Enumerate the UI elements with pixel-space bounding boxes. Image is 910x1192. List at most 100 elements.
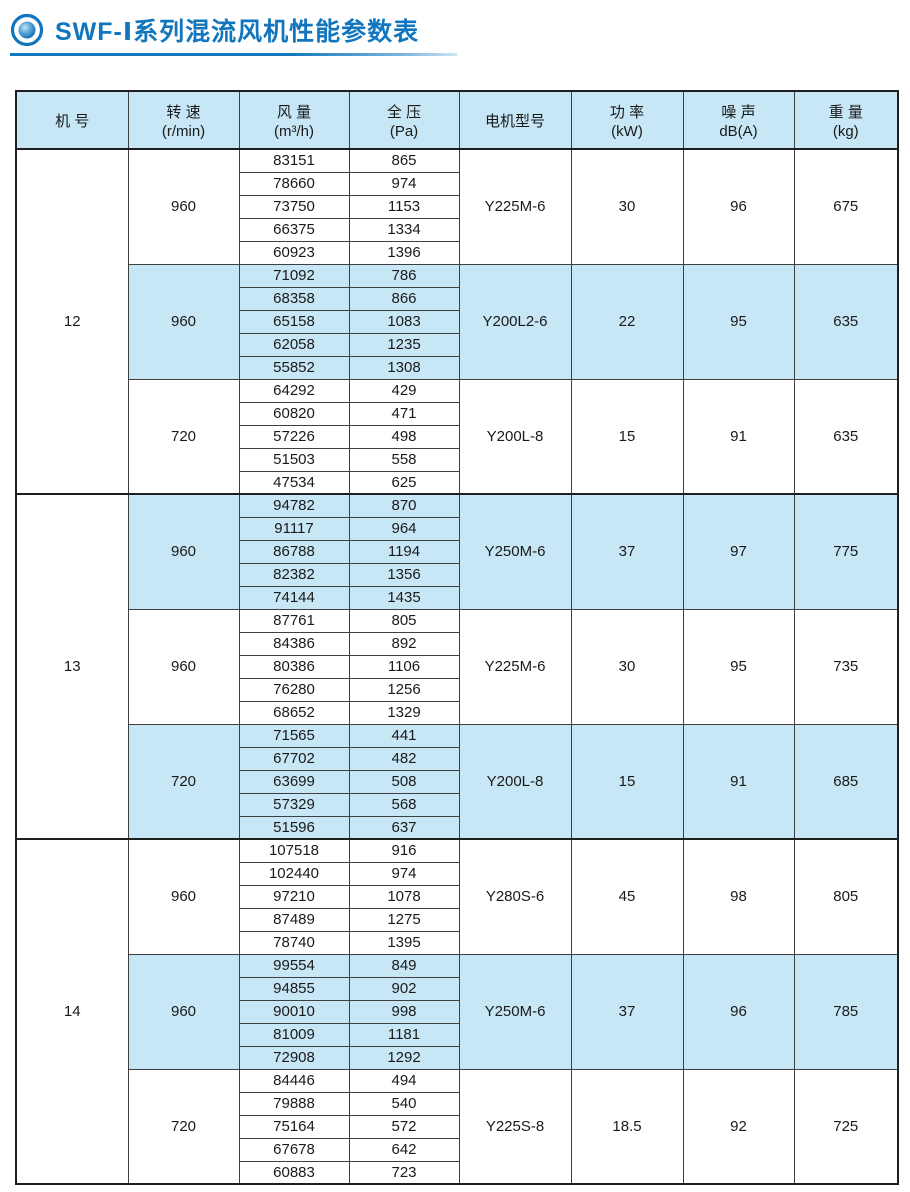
weight-cell: 775 [793, 493, 899, 610]
airflow-cell: 84446 [238, 1068, 350, 1093]
airflow-cell: 64292 [238, 378, 350, 403]
speed-cell: 960 [127, 263, 240, 380]
pressure-cell: 642 [348, 1137, 460, 1162]
speed-cell: 720 [127, 723, 240, 840]
power-cell: 37 [570, 493, 684, 610]
table-row: 60883 723 [16, 1160, 898, 1185]
pressure-cell: 805 [348, 608, 460, 633]
col-header-sub: (m³/h) [274, 122, 314, 140]
pressure-cell: 568 [348, 792, 460, 817]
col-header-4: 电机型号 [458, 90, 572, 150]
airflow-cell: 67702 [238, 746, 350, 771]
table-row: 55852 1308 [16, 355, 898, 380]
airflow-cell: 72908 [238, 1045, 350, 1070]
pressure-cell: 1275 [348, 907, 460, 932]
power-cell: 18.5 [570, 1068, 684, 1185]
fan-table-body: 12 960 83151 865 Y225M-6 30 96 675 78660 974 73750… [15, 148, 899, 1185]
pressure-cell: 723 [348, 1160, 460, 1185]
pressure-cell: 974 [348, 171, 460, 196]
pressure-cell: 625 [348, 470, 460, 495]
pressure-cell: 494 [348, 1068, 460, 1093]
page-header: SWF-Ⅰ系列混流风机性能参数表 [10, 10, 460, 56]
airflow-cell: 87761 [238, 608, 350, 633]
power-cell: 22 [570, 263, 684, 380]
motor-model-cell: Y225S-8 [458, 1068, 572, 1185]
pressure-cell: 1256 [348, 677, 460, 702]
pressure-cell: 1153 [348, 194, 460, 219]
airflow-cell: 94782 [238, 493, 350, 518]
weight-cell: 735 [793, 608, 899, 725]
pressure-cell: 964 [348, 516, 460, 541]
col-header-label: 全 压 [386, 103, 422, 121]
pressure-cell: 1396 [348, 240, 460, 265]
weight-cell: 685 [793, 723, 899, 840]
airflow-cell: 80386 [238, 654, 350, 679]
airflow-cell: 63699 [238, 769, 350, 794]
airflow-cell: 51596 [238, 815, 350, 840]
table-row: 84386 892 [16, 631, 898, 656]
col-header-label: 噪 声 [721, 103, 756, 121]
col-header-1: 转 速 (r/min) [127, 90, 240, 150]
weight-cell: 635 [793, 378, 899, 495]
pressure-cell: 1235 [348, 332, 460, 357]
airflow-cell: 73750 [238, 194, 350, 219]
weight-cell: 725 [793, 1068, 899, 1185]
table-row: 12 960 83151 865 Y225M-6 30 96 675 [15, 148, 899, 495]
col-header-label: 机 号 [55, 112, 90, 130]
table-row: 67702 482 [16, 746, 898, 771]
table-row: 68358 866 [16, 286, 898, 311]
table-row: 720 84446 494 Y225S-8 18.5 92 725 [16, 1068, 899, 1185]
airflow-cell: 82382 [238, 562, 350, 587]
airflow-cell: 55852 [238, 355, 350, 380]
speed-cell: 960 [127, 148, 240, 265]
airflow-cell: 90010 [238, 999, 350, 1024]
col-header-label: 转 速 [166, 103, 201, 121]
power-cell: 37 [570, 953, 684, 1070]
table-row: 63699 508 [16, 769, 898, 794]
pressure-cell: 482 [348, 746, 460, 771]
pressure-cell: 637 [348, 815, 460, 840]
airflow-cell: 60883 [238, 1160, 350, 1185]
airflow-cell: 74144 [238, 585, 350, 610]
pressure-cell: 1395 [348, 930, 460, 955]
col-header-sub: (Pa) [389, 122, 419, 140]
pressure-cell: 441 [348, 723, 460, 748]
col-header-sub: (kg) [832, 122, 859, 140]
power-cell: 30 [570, 608, 684, 725]
header-row: 机 号转 速 (r/min) 风 量 (m³/h) 全 压 (Pa) 电机型号功 率 (kW)… [15, 90, 899, 150]
table-row: 80386 1106 [16, 654, 898, 679]
noise-cell: 96 [682, 953, 795, 1070]
airflow-cell: 62058 [238, 332, 350, 357]
table-row: 51503 558 [16, 447, 898, 472]
speed-cell: 720 [127, 1068, 240, 1185]
airflow-cell: 57226 [238, 424, 350, 449]
bullseye-icon [10, 13, 44, 47]
col-header-0: 机 号 [15, 90, 129, 150]
weight-cell: 635 [793, 263, 899, 380]
weight-cell: 805 [793, 838, 899, 955]
airflow-cell: 81009 [238, 1022, 350, 1047]
pressure-cell: 998 [348, 999, 460, 1024]
airflow-cell: 102440 [238, 861, 350, 886]
airflow-cell: 60820 [238, 401, 350, 426]
motor-model-cell: Y250M-6 [458, 953, 572, 1070]
pressure-cell: 572 [348, 1114, 460, 1139]
power-cell: 45 [570, 838, 684, 955]
pressure-cell: 508 [348, 769, 460, 794]
table-row: 73750 1153 [16, 194, 898, 219]
airflow-cell: 79888 [238, 1091, 350, 1116]
pressure-cell: 916 [348, 838, 460, 863]
pressure-cell: 429 [348, 378, 460, 403]
airflow-cell: 97210 [238, 884, 350, 909]
airflow-cell: 78740 [238, 930, 350, 955]
table-row: 82382 1356 [16, 562, 898, 587]
pressure-cell: 1106 [348, 654, 460, 679]
pressure-cell: 866 [348, 286, 460, 311]
table-container: 机 号转 速 (r/min) 风 量 (m³/h) 全 压 (Pa) 电机型号功 率 (kW)… [15, 90, 899, 1185]
table-row: 960 99554 849 Y250M-6 37 96 785 [16, 953, 899, 1070]
machine-no-cell: 14 [15, 838, 129, 1185]
pressure-cell: 849 [348, 953, 460, 978]
table-row: 960 71092 786 Y200L2-6 22 95 635 [16, 263, 899, 380]
table-row: 51596 637 [16, 815, 898, 840]
pressure-cell: 974 [348, 861, 460, 886]
